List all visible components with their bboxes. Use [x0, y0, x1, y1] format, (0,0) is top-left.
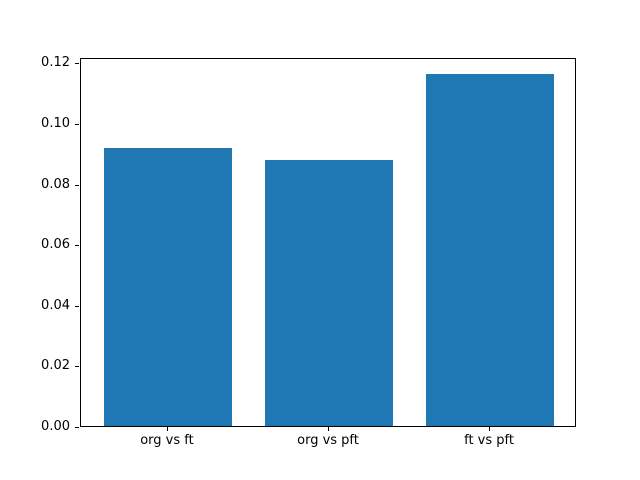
- y-tick-mark: [75, 427, 79, 428]
- x-tick-mark: [166, 427, 168, 431]
- bar-ft-vs-pft: [425, 73, 555, 426]
- x-tick-label: org vs ft: [140, 433, 194, 448]
- y-tick-label: 0.04: [41, 297, 70, 313]
- y-tick-mark: [75, 63, 79, 65]
- y-tick-label: 0.02: [41, 358, 70, 374]
- y-tick-label: 0.06: [41, 237, 70, 253]
- x-tick-label: ft vs pft: [464, 433, 514, 448]
- y-tick-mark: [75, 245, 79, 247]
- x-tick-mark: [489, 427, 491, 431]
- x-tick-label: org vs pft: [297, 433, 359, 448]
- plot-area: [80, 58, 576, 427]
- y-tick-mark: [75, 366, 79, 368]
- x-tick-mark: [328, 427, 329, 431]
- y-tick-mark: [75, 184, 79, 186]
- y-tick-mark: [75, 305, 79, 307]
- y-tick-mark: [75, 124, 79, 126]
- y-tick-label: 0.00: [41, 419, 70, 434]
- bar-org-vs-ft: [103, 148, 233, 426]
- y-tick-label: 0.08: [41, 176, 70, 192]
- bar-org-vs-pft: [264, 160, 394, 426]
- y-tick-label: 0.12: [41, 55, 70, 71]
- y-tick-label: 0.10: [41, 116, 70, 132]
